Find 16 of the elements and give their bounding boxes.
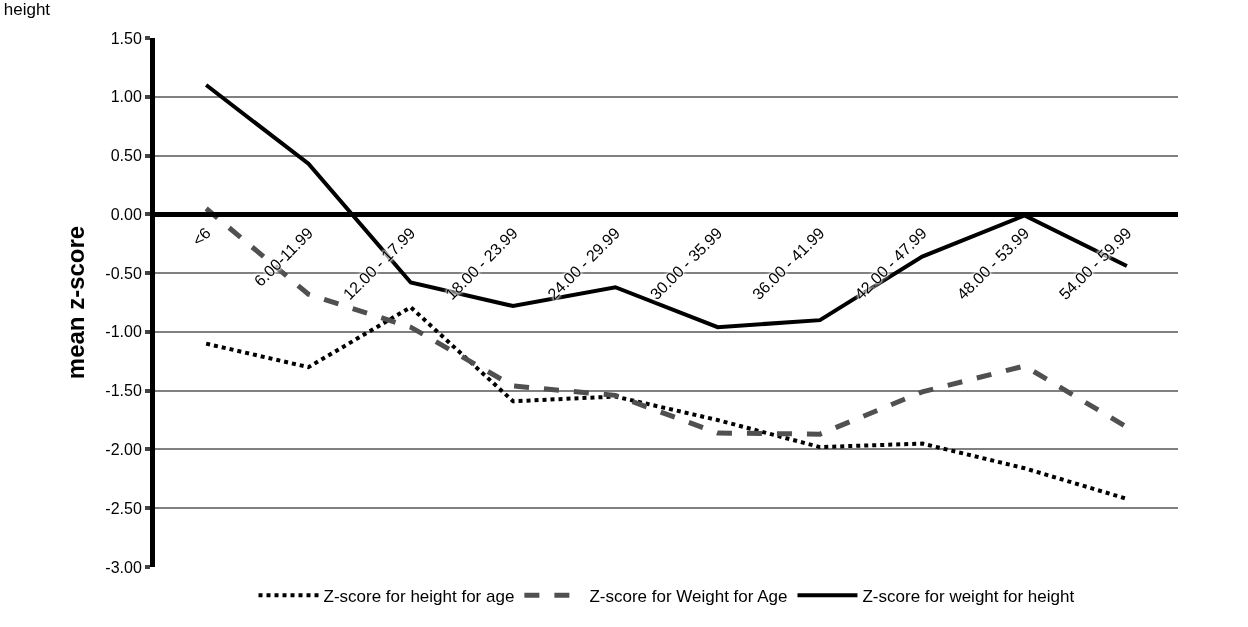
y-tick-label: 0.00 <box>110 205 142 223</box>
y-tick-label: -2.00 <box>105 441 142 459</box>
legend-label: Z-score for Weight for Age <box>589 586 788 606</box>
y-tick-label: 1.50 <box>110 29 142 47</box>
y-tick-label: 1.00 <box>110 88 142 106</box>
y-tick-label: -0.50 <box>105 264 142 282</box>
y-tick-label: -1.50 <box>105 382 142 400</box>
chart-title: height <box>3 0 51 20</box>
x-tick-label: <6 <box>189 224 214 250</box>
y-tick-label: -2.50 <box>105 499 142 517</box>
legend-label: Z-score for height for age <box>323 586 515 606</box>
legend-label: Z-score for weight for height <box>862 586 1075 606</box>
y-axis-title: mean z-score <box>62 225 90 380</box>
y-tick-label: 0.50 <box>110 147 142 165</box>
y-tick-label: -1.00 <box>105 323 142 341</box>
y-tick-label: -3.00 <box>105 558 142 576</box>
